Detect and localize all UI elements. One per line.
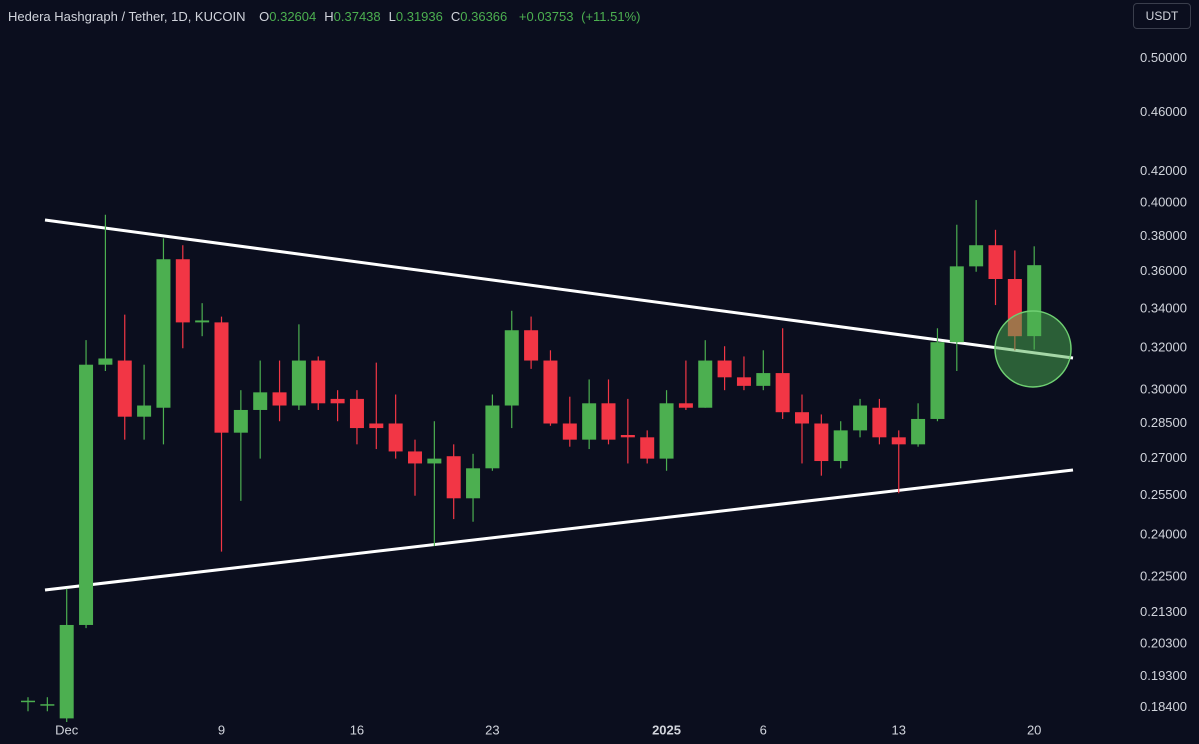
- candle-body: [195, 320, 210, 323]
- candle-body: [543, 360, 558, 424]
- x-tick-label: 20: [1027, 722, 1041, 737]
- change: +0.03753: [518, 9, 574, 24]
- candle-body: [369, 423, 384, 429]
- x-tick-label: 13: [892, 722, 906, 737]
- y-tick-label: 0.24000: [1140, 527, 1187, 542]
- candle-body: [98, 358, 113, 365]
- x-tick-label: 16: [350, 722, 364, 737]
- candle-body: [349, 398, 364, 429]
- candle-body: [21, 700, 35, 703]
- candles: [21, 200, 1042, 722]
- candle-body: [79, 364, 94, 625]
- candle-body: [582, 403, 597, 440]
- x-tick-label: 23: [485, 722, 499, 737]
- candle-body: [620, 434, 635, 438]
- x-tick-label: Dec: [55, 722, 79, 737]
- y-tick-label: 0.30000: [1140, 382, 1187, 397]
- candle-body: [756, 373, 771, 386]
- candle-body: [272, 392, 287, 406]
- candle-body: [853, 405, 868, 431]
- candle-body: [659, 403, 674, 459]
- candle-body: [117, 360, 132, 417]
- candle-body: [601, 403, 616, 440]
- ohlc-label: C: [450, 9, 461, 24]
- x-tick-label: 2025: [652, 722, 681, 737]
- candle-body: [678, 403, 693, 408]
- candle-body: [872, 407, 887, 438]
- y-tick-label: 0.18400: [1140, 699, 1187, 714]
- candle-body: [717, 360, 732, 378]
- candle-body: [40, 704, 55, 706]
- lower-trendline: [44, 468, 1074, 592]
- x-tick-label: 6: [760, 722, 767, 737]
- ohlc-label: O: [259, 9, 270, 24]
- candle-body: [330, 398, 345, 404]
- candle-body: [466, 468, 481, 499]
- candle-body: [775, 373, 790, 413]
- candle-body: [814, 423, 829, 462]
- y-tick-label: 0.46000: [1140, 104, 1187, 119]
- y-tick-label: 0.42000: [1140, 163, 1187, 178]
- x-tick-label: 9: [218, 722, 225, 737]
- y-tick-label: 0.28500: [1140, 415, 1187, 430]
- candle-body: [504, 330, 519, 406]
- y-tick-label: 0.50000: [1140, 50, 1187, 65]
- candle-body: [233, 409, 248, 433]
- upper-trendline: [44, 218, 1074, 360]
- symbol-title: Hedera Hashgraph / Tether, 1D, KUCOIN: [8, 9, 246, 24]
- candle-body: [59, 624, 74, 719]
- candle-body: [795, 412, 809, 424]
- ohlc: O0.32604 H0.37438 L0.31936 C0.36366: [259, 9, 515, 24]
- ohlc-value: 0.37438: [333, 9, 381, 24]
- candle-body: [427, 458, 442, 464]
- candle-body: [988, 245, 1003, 280]
- currency-button[interactable]: USDT: [1133, 3, 1191, 29]
- y-tick-label: 0.40000: [1140, 195, 1187, 210]
- highlight-circle: [994, 310, 1072, 388]
- candle-body: [214, 322, 229, 433]
- candle-body: [891, 437, 906, 445]
- y-tick-label: 0.34000: [1140, 300, 1187, 315]
- y-tick-label: 0.38000: [1140, 228, 1187, 243]
- y-tick-label: 0.21300: [1140, 604, 1187, 619]
- candle-body: [911, 418, 926, 445]
- candle-body: [833, 430, 848, 462]
- candle-body: [137, 405, 152, 417]
- candle-body: [949, 266, 964, 343]
- candle-body: [175, 259, 190, 323]
- y-tick-label: 0.25500: [1140, 487, 1187, 502]
- y-tick-label: 0.20300: [1140, 635, 1187, 650]
- ohlc-value: 0.36366: [460, 9, 508, 24]
- candle-body: [311, 360, 326, 404]
- y-tick-label: 0.32000: [1140, 340, 1187, 355]
- y-tick-label: 0.19300: [1140, 668, 1187, 683]
- header: Hedera Hashgraph / Tether, 1D, KUCOIN O0…: [8, 9, 649, 24]
- candle-body: [736, 377, 751, 386]
- candle-body: [408, 451, 422, 464]
- ohlc-label: H: [324, 9, 334, 24]
- candle-body: [446, 456, 461, 499]
- candle-body: [524, 330, 539, 361]
- candle-body: [485, 405, 500, 469]
- candle-body: [640, 437, 655, 459]
- candle-body: [562, 423, 577, 440]
- candle-body: [253, 392, 268, 410]
- ohlc-value: 0.32604: [269, 9, 317, 24]
- ohlc-label: L: [388, 9, 396, 24]
- ohlc-value: 0.31936: [395, 9, 443, 24]
- candle-body: [388, 423, 403, 452]
- candle-body: [698, 360, 713, 408]
- y-tick-label: 0.27000: [1140, 450, 1187, 465]
- candle-body: [930, 342, 945, 419]
- candle-body: [969, 245, 984, 267]
- candle-body: [156, 259, 171, 408]
- y-tick-label: 0.22500: [1140, 568, 1187, 583]
- candle-body: [291, 360, 306, 406]
- y-tick-label: 0.36000: [1140, 263, 1187, 278]
- change-pct: (+11.51%): [581, 9, 641, 24]
